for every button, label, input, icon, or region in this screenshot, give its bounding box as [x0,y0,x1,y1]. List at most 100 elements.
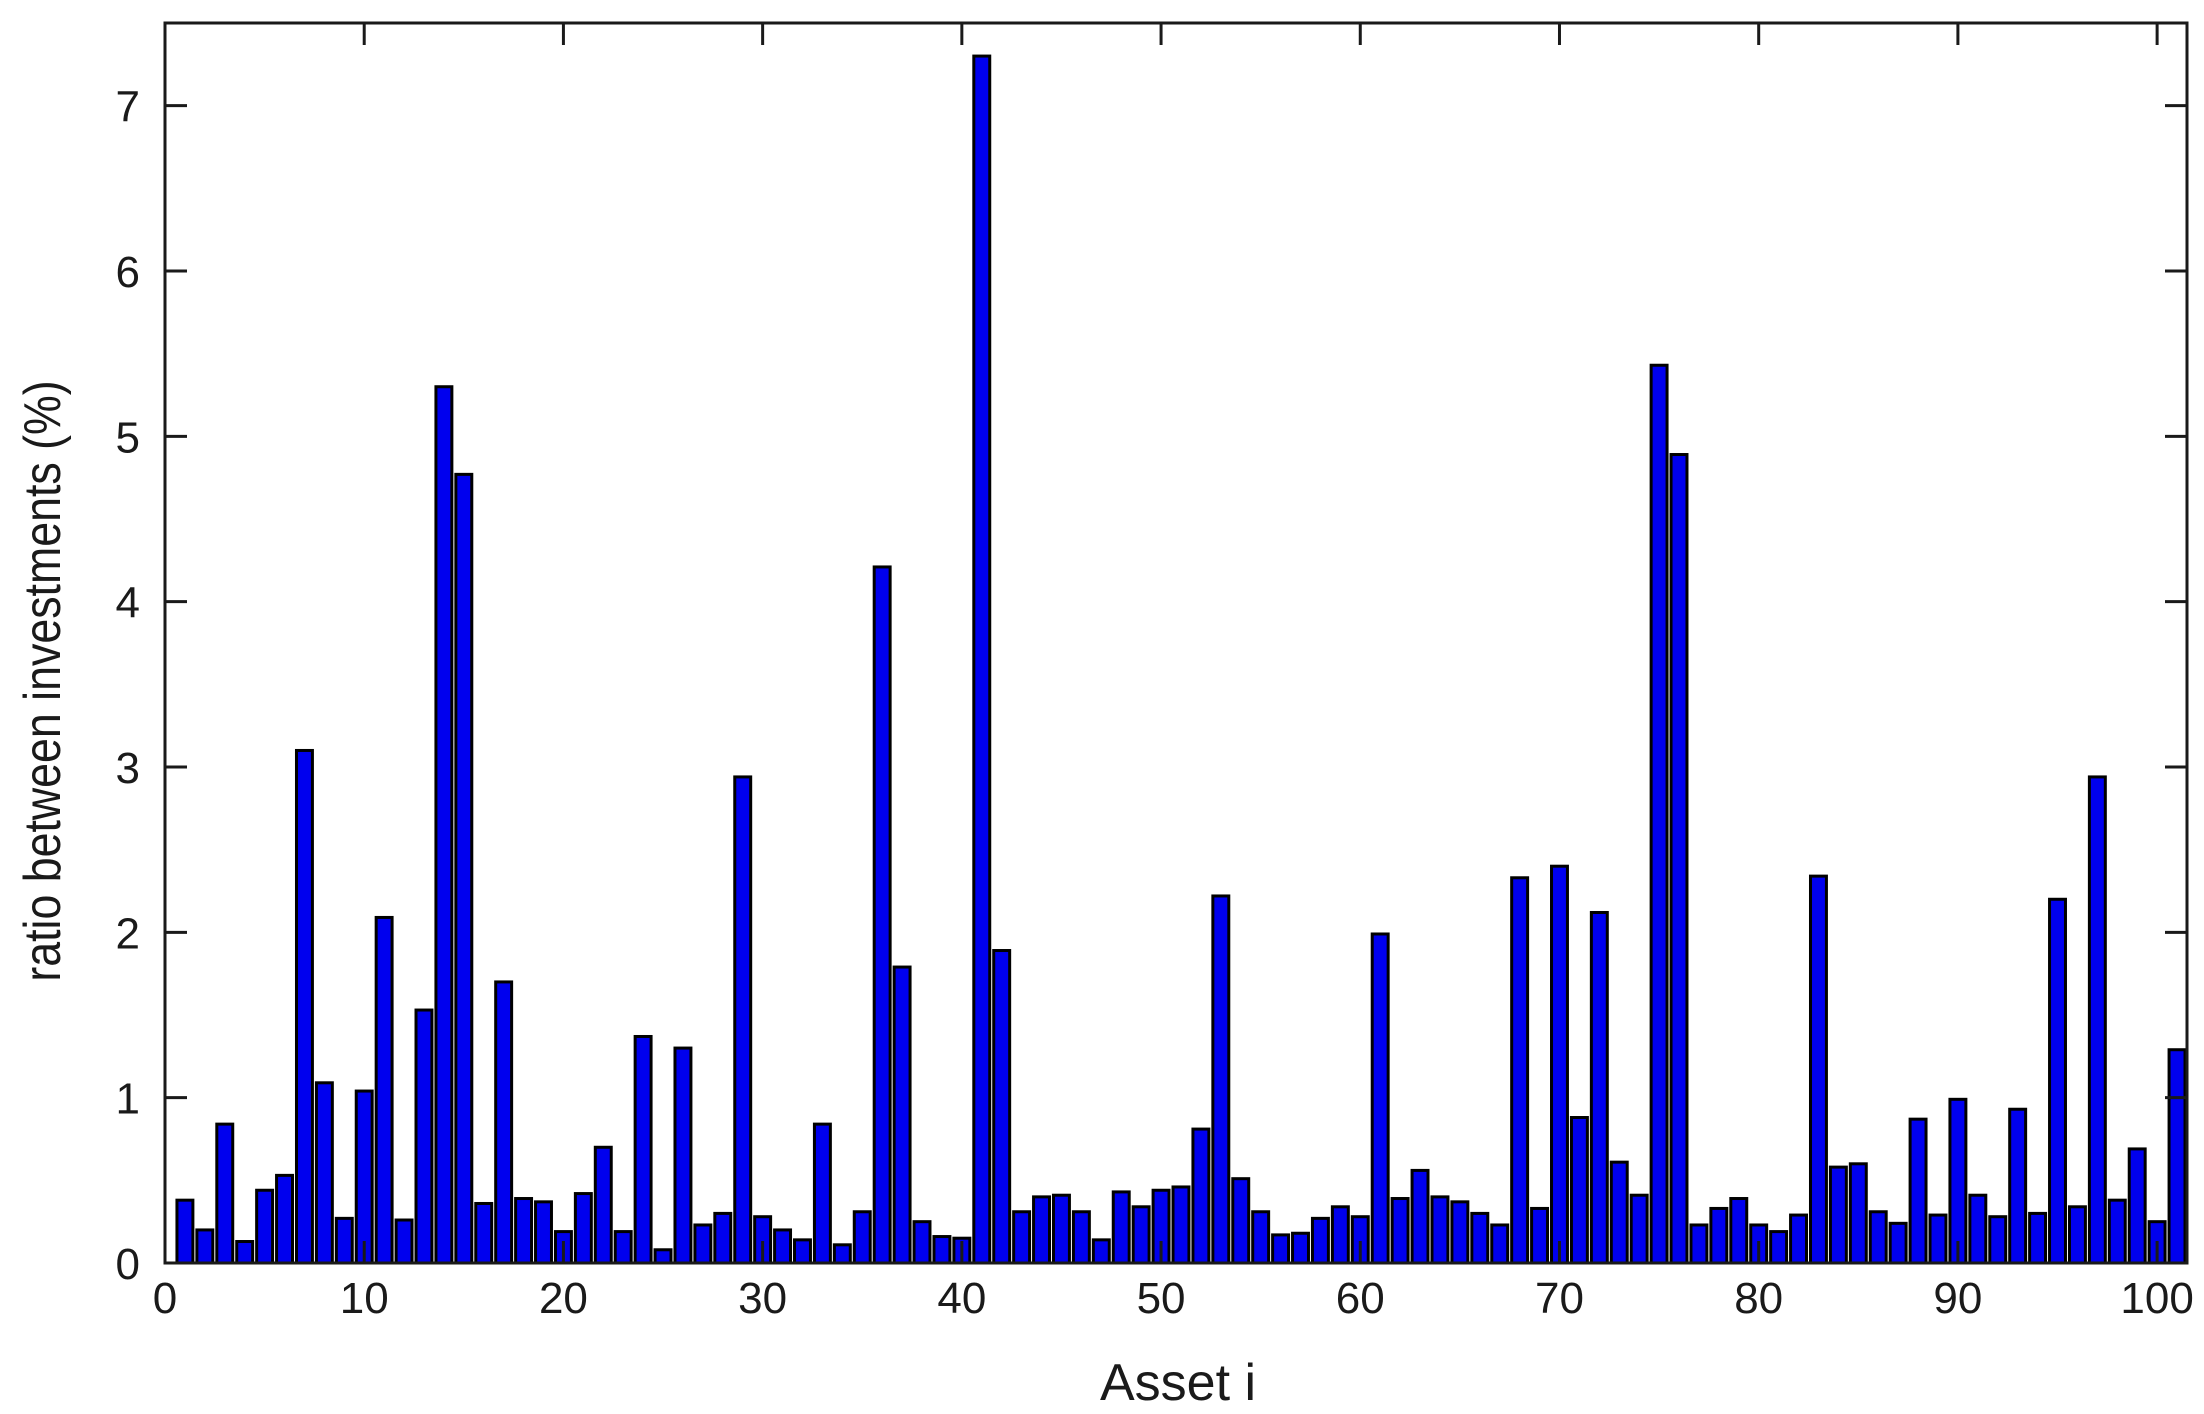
x-tick-label: 70 [1535,1274,1584,1323]
bar-asset-5 [255,1188,275,1265]
bar-asset-3 [215,1122,235,1265]
y-axis-label: ratio between investments (%) [14,380,72,981]
bar-asset-8 [314,1081,334,1265]
bar-asset-66 [1470,1211,1490,1265]
x-tick-label: 90 [1933,1274,1982,1323]
bar-asset-35 [852,1210,872,1265]
bar-asset-39 [932,1235,952,1265]
bar-asset-65 [1450,1200,1470,1265]
bar-asset-38 [912,1220,932,1265]
bar-asset-18 [514,1197,534,1265]
bar-asset-23 [613,1230,633,1265]
bar-asset-64 [1430,1195,1450,1265]
bar-asset-53 [1211,894,1231,1265]
bar-asset-10 [354,1089,374,1265]
bar-asset-6 [275,1173,294,1265]
bar-asset-59 [1330,1205,1350,1265]
x-tick-label: 60 [1336,1274,1385,1323]
y-tick-label: 1 [116,1075,140,1124]
x-tick-label: 10 [340,1274,389,1323]
plot-frame [163,21,2189,1265]
bar-asset-19 [534,1200,553,1265]
bar-asset-87 [1888,1221,1908,1265]
y-tick-label: 3 [116,744,140,793]
bar-asset-36 [872,565,892,1265]
x-tick-label: 40 [937,1274,986,1323]
bar-asset-96 [2067,1205,2087,1265]
bar-asset-7 [294,748,314,1265]
bar-asset-14 [434,385,454,1265]
bar-asset-15 [454,472,474,1265]
bar-asset-24 [633,1034,653,1265]
bar-asset-34 [832,1243,852,1265]
bar-asset-21 [573,1192,593,1265]
bar-asset-16 [474,1201,494,1265]
bar-asset-63 [1410,1168,1430,1265]
bar-asset-57 [1291,1231,1310,1265]
bar-asset-52 [1191,1127,1211,1265]
bar-asset-12 [394,1218,414,1265]
bar-asset-62 [1390,1197,1410,1265]
x-tick-label: 20 [539,1274,588,1323]
bar-asset-13 [414,1008,434,1265]
y-tick-label: 7 [116,83,140,132]
bar-asset-95 [2048,897,2067,1265]
bar-asset-94 [2028,1211,2048,1265]
y-tick-label: 5 [116,413,140,462]
bar-asset-61 [1370,932,1390,1265]
bar-asset-76 [1669,453,1689,1265]
bar-asset-49 [1131,1205,1151,1265]
bar-asset-31 [773,1228,793,1265]
bar-asset-27 [693,1223,713,1265]
bar-asset-9 [334,1216,354,1265]
bar-asset-79 [1729,1197,1749,1265]
bar-asset-89 [1928,1213,1948,1265]
bar-asset-32 [793,1238,812,1265]
bar-asset-98 [2107,1198,2127,1265]
x-tick-label: 100 [2120,1274,2193,1323]
bar-asset-41 [972,54,992,1265]
bar-asset-4 [235,1240,255,1265]
bar-asset-97 [2087,775,2107,1265]
y-tick-label: 2 [116,909,140,958]
bar-asset-26 [673,1046,693,1265]
bar-asset-42 [992,949,1012,1265]
bar-asset-84 [1828,1165,1848,1265]
bar-asset-58 [1310,1216,1330,1265]
bar-asset-28 [713,1211,733,1265]
bar-asset-75 [1649,363,1669,1265]
bar-asset-56 [1271,1233,1291,1265]
bar-asset-17 [494,980,514,1265]
bar-asset-25 [653,1248,673,1265]
bar-asset-2 [195,1228,215,1265]
bar-asset-44 [1032,1195,1052,1265]
bar-asset-51 [1171,1185,1191,1265]
bar-asset-91 [1968,1193,1988,1265]
bar-asset-67 [1490,1223,1510,1265]
bar-asset-46 [1071,1210,1091,1265]
bar-asset-99 [2127,1147,2147,1265]
x-tick-label: 80 [1734,1274,1783,1323]
bar-asset-88 [1908,1117,1928,1265]
bar-asset-1 [175,1198,195,1265]
bars-layer [175,54,2187,1265]
y-tick-label: 6 [116,248,140,297]
bar-asset-77 [1689,1223,1709,1265]
bar-asset-69 [1530,1206,1550,1265]
bar-asset-68 [1510,876,1530,1265]
y-tick-label: 4 [116,579,140,628]
bar-asset-86 [1868,1210,1888,1265]
x-axis-label: Asset i [1100,1354,1256,1412]
bar-asset-29 [733,775,753,1265]
bar-asset-83 [1808,874,1828,1265]
bar-asset-72 [1589,910,1609,1265]
bar-asset-82 [1789,1213,1809,1265]
bar-asset-78 [1709,1206,1729,1265]
bar-asset-73 [1609,1160,1629,1265]
bar-asset-45 [1051,1193,1071,1265]
x-tick-label: 0 [153,1274,177,1323]
bar-asset-90 [1948,1097,1968,1265]
bar-asset-70 [1550,864,1569,1265]
